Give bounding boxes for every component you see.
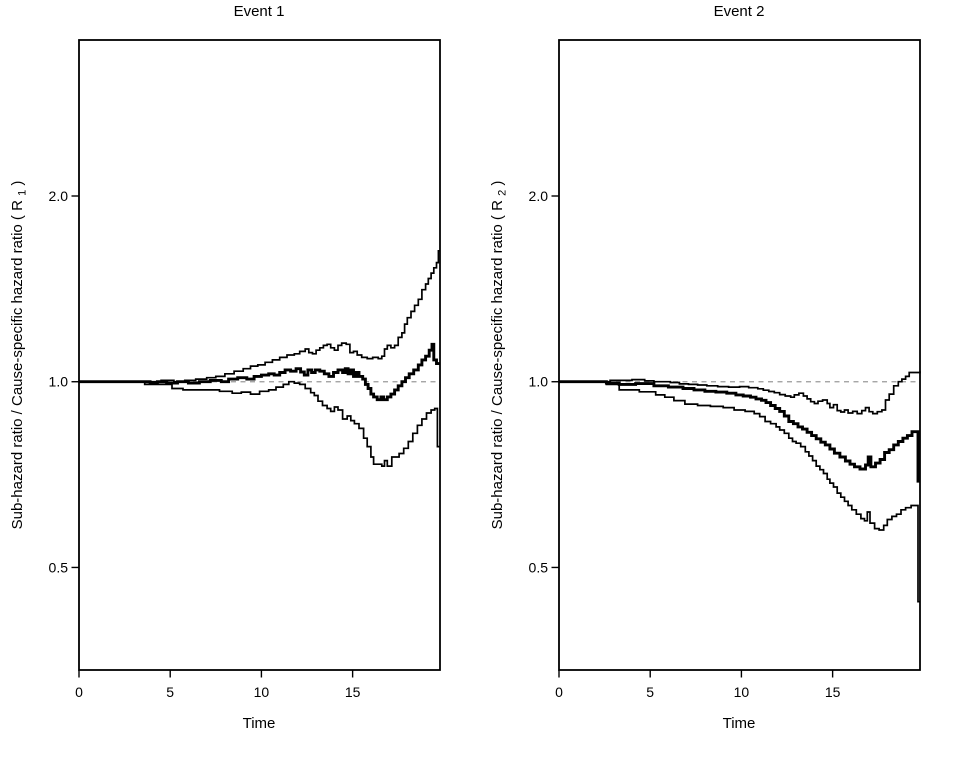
upper-95-ci-curve xyxy=(79,249,440,383)
x-axis-label: Time xyxy=(723,715,756,732)
y-axis-label: Sub-hazard ratio / Cause-specific hazard… xyxy=(489,181,510,530)
plot-border xyxy=(78,39,441,671)
chart-title: Event 1 xyxy=(234,3,285,20)
y-axis-label: Sub-hazard ratio / Cause-specific hazard… xyxy=(9,181,30,530)
y-tick-label: 2.0 xyxy=(529,188,549,204)
x-tick-label: 0 xyxy=(555,684,563,700)
y-axis-label-subscript: 2 xyxy=(497,190,509,196)
event-2-chart: Event 2 Time Sub-hazard ratio / Cause-sp… xyxy=(489,3,921,732)
x-tick-label: 0 xyxy=(75,684,83,700)
y-axis-label-subscript: 1 xyxy=(17,190,29,196)
y-axis-label-suffix: ) xyxy=(489,181,506,186)
lower-95-ci-curve xyxy=(559,380,920,603)
y-tick-label: 1.0 xyxy=(49,374,69,390)
x-tick-label: 10 xyxy=(254,684,270,700)
y-axis-label-text: Sub-hazard ratio / Cause-specific hazard… xyxy=(9,200,26,529)
x-axis-label: Time xyxy=(243,715,276,732)
event-1-chart: Event 1 Time Sub-hazard ratio / Cause-sp… xyxy=(9,3,441,732)
plot-area: 0 5 10 15 2.0 1.0 0.5 xyxy=(49,39,441,700)
x-tick-label: 5 xyxy=(166,684,174,700)
y-tick-label: 0.5 xyxy=(49,559,69,575)
plot-area: 0 5 10 15 2.0 1.0 0.5 xyxy=(529,39,921,700)
y-tick-label: 2.0 xyxy=(49,188,69,204)
x-tick-label: 10 xyxy=(734,684,750,700)
x-tick-label: 15 xyxy=(345,684,361,700)
y-tick-label: 0.5 xyxy=(529,559,549,575)
estimate-curve xyxy=(79,342,440,402)
y-axis-label-text: Sub-hazard ratio / Cause-specific hazard… xyxy=(489,200,506,529)
event-2-chart-panel: Event 2 Time Sub-hazard ratio / Cause-sp… xyxy=(480,0,960,768)
chart-title: Event 2 xyxy=(714,3,765,20)
estimate-curve xyxy=(559,380,920,483)
lower-95-ci-curve xyxy=(79,380,440,467)
upper-95-ci-curve xyxy=(559,371,921,415)
y-tick-label: 1.0 xyxy=(529,374,549,390)
y-axis-label-suffix: ) xyxy=(9,181,26,186)
x-tick-label: 15 xyxy=(825,684,841,700)
x-tick-label: 5 xyxy=(646,684,654,700)
event-1-chart-panel: Event 1 Time Sub-hazard ratio / Cause-sp… xyxy=(9,3,441,732)
plot-border xyxy=(558,39,921,671)
